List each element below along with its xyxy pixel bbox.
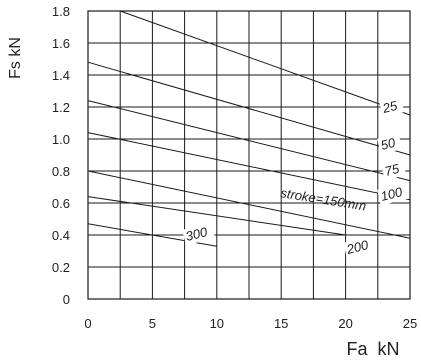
curve-label-300: 300 <box>184 224 209 244</box>
curve-label-100: 100 <box>379 184 404 204</box>
x-tick-label: 5 <box>149 316 156 331</box>
label-mask <box>343 235 377 259</box>
curve-label-50: 50 <box>379 135 397 153</box>
y-tick-label: 0.6 <box>52 196 70 211</box>
series-line-100 <box>87 132 411 201</box>
label-mask <box>381 159 407 181</box>
x-tick-label: 20 <box>338 316 352 331</box>
series-line-50 <box>87 61 411 156</box>
tick-labels: 0 5 10 15 20 25 0 0.2 0.4 0.6 0.8 1.0 1.2 1.4 1.6 1.8 <box>52 4 417 331</box>
y-tick-label: 1.8 <box>52 4 70 19</box>
label-mask <box>377 183 409 206</box>
y-tick-label: 1.4 <box>52 68 70 83</box>
y-axis-title: Fs kN <box>7 37 24 79</box>
y-tick-label: 0 <box>63 292 70 307</box>
curve-labels: 25 50 75 100 stroke=150mm 200 300 <box>182 96 409 259</box>
series-line-200 <box>87 196 346 236</box>
y-tick-label: 0.2 <box>52 260 70 275</box>
curve-label-25: 25 <box>380 98 399 116</box>
y-tick-label: 1.0 <box>52 132 70 147</box>
series-line-150 <box>87 170 411 239</box>
y-tick-label: 0.8 <box>52 164 70 179</box>
label-mask <box>182 222 216 246</box>
x-tick-label: 25 <box>403 316 417 331</box>
series-lines <box>87 10 411 247</box>
grid <box>87 10 411 300</box>
x-tick-label: 15 <box>274 316 288 331</box>
label-mask <box>377 133 403 155</box>
curve-label-200: 200 <box>344 237 370 257</box>
label-mask <box>379 96 405 118</box>
x-axis-title: Fa kN <box>346 339 399 359</box>
y-tick-label: 1.2 <box>52 100 70 115</box>
y-tick-label: 0.4 <box>52 228 70 243</box>
x-tick-label: 10 <box>210 316 224 331</box>
series-line-75 <box>87 100 411 182</box>
curve-label-150: stroke=150mm <box>280 185 368 213</box>
curve-label-75: 75 <box>383 161 401 179</box>
y-tick-label: 1.6 <box>52 36 70 51</box>
x-tick-label: 0 <box>84 316 91 331</box>
series-line-25 <box>120 10 411 116</box>
